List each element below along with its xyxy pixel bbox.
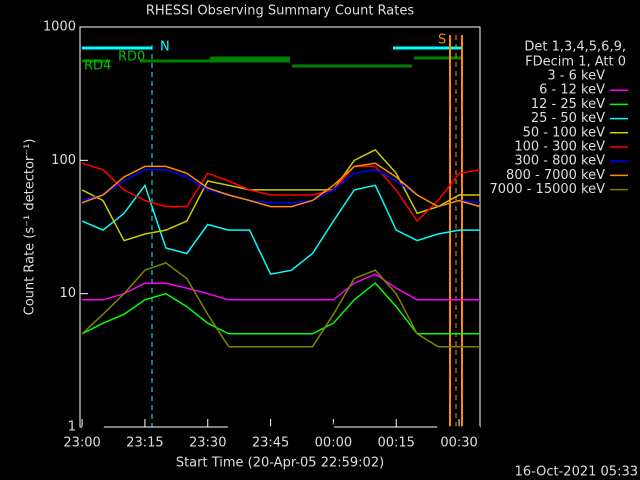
x-tick-label: 00:15 xyxy=(377,436,414,451)
legend-label: 800 - 7000 keV xyxy=(506,168,605,183)
legend-label: 50 - 100 keV xyxy=(523,125,606,140)
plot-frame xyxy=(79,26,481,428)
legend-label: 300 - 800 keV xyxy=(514,154,605,169)
legend-label: 7000 - 15000 keV xyxy=(490,182,606,197)
x-tick-label: 00:00 xyxy=(315,436,352,451)
x-tick-label: 23:45 xyxy=(252,436,289,451)
legend-title: FDecim 1, Att 0 xyxy=(525,55,626,70)
x-tick-label: 23:30 xyxy=(189,436,226,451)
series-line xyxy=(81,162,481,208)
legend-label: 12 - 25 keV xyxy=(531,97,605,112)
x-tick-label: 23:00 xyxy=(63,436,100,451)
x-tick-label: 00:30 xyxy=(440,436,477,451)
legend-label: 3 - 6 keV xyxy=(547,69,605,84)
annotation: N xyxy=(160,40,170,55)
legend-label: 100 - 300 keV xyxy=(514,140,605,155)
legend-title: Det 1,3,4,5,6,9, xyxy=(524,40,626,55)
annotation: RD4 xyxy=(84,59,111,74)
series-line xyxy=(81,162,481,223)
legend-label: 6 - 12 keV xyxy=(539,83,605,98)
legend-label: 25 - 50 keV xyxy=(531,111,605,126)
series-line xyxy=(81,168,481,208)
annotation: S xyxy=(438,33,446,48)
footer: 16-Oct-2021 05:33 xyxy=(515,465,638,480)
y-tick-label: 1000 xyxy=(43,20,76,35)
series-line xyxy=(81,262,480,348)
series-line xyxy=(81,183,480,276)
series-line xyxy=(82,273,480,301)
x-axis-label: Start Time (20-Apr-05 22:59:02) xyxy=(176,456,384,471)
y-tick-label: 100 xyxy=(51,153,76,168)
series-line xyxy=(82,298,480,428)
series-line xyxy=(81,148,480,242)
y-axis-label: Count Rate (s⁻¹ detector⁻¹) xyxy=(23,139,38,316)
chart-title: RHESSI Observing Summary Count Rates xyxy=(146,4,415,19)
series-line xyxy=(81,282,480,335)
y-tick-label: 1 xyxy=(68,420,76,435)
annotation: RD0 xyxy=(118,50,145,65)
y-tick-label: 10 xyxy=(59,286,76,301)
x-tick-label: 23:15 xyxy=(126,436,163,451)
